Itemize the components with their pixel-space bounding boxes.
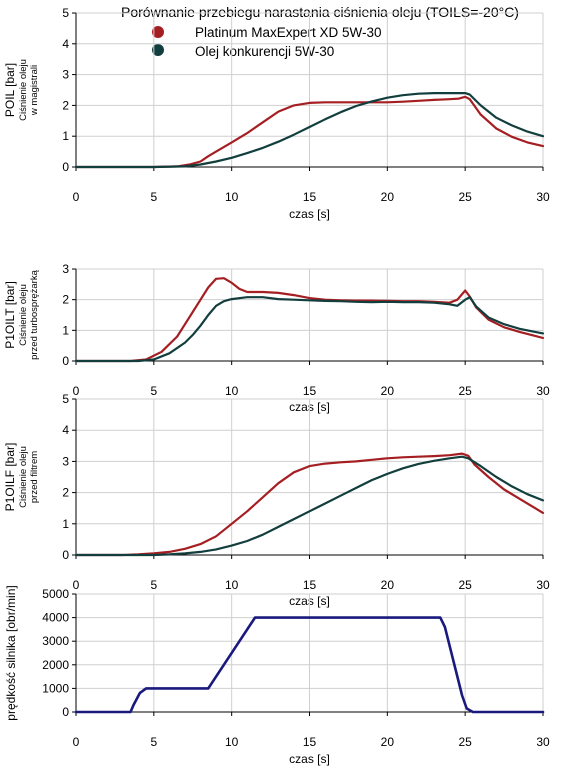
y-axis-sublabel: przed turbosprężarką: [29, 269, 40, 359]
x-tick-label: 20: [381, 578, 395, 592]
x-tick-label: 30: [536, 384, 550, 398]
x-tick-label: 30: [536, 578, 550, 592]
y-axis-label: POIL [bar]: [3, 63, 17, 117]
y-tick-label: 4000: [42, 611, 69, 625]
series-line-platinum: [74, 452, 545, 557]
y-tick-label: 3: [62, 262, 69, 276]
y-tick-label: 1: [62, 323, 69, 337]
y-axis-label: P1OILT [bar]: [3, 281, 17, 349]
x-tick-label: 15: [303, 735, 317, 749]
x-tick-label: 20: [381, 735, 395, 749]
x-tick-label: 25: [458, 384, 472, 398]
series-line-competitor: [74, 91, 545, 169]
y-tick-label: 2: [62, 98, 69, 112]
y-tick-label: 0: [62, 160, 69, 174]
y-tick-label: 2: [62, 293, 69, 307]
y-tick-label: 3000: [42, 634, 69, 648]
x-tick-label: 10: [225, 735, 239, 749]
y-axis-label: P1OILF [bar]: [3, 443, 17, 512]
x-tick-label: 5: [150, 578, 157, 592]
x-tick-label: 15: [303, 578, 317, 592]
x-tick-label: 25: [458, 578, 472, 592]
x-tick-label: 10: [225, 384, 239, 398]
y-axis-label: prędkość silnika [obr/min]: [4, 585, 18, 720]
y-tick-label: 0: [62, 705, 69, 719]
x-tick-label: 5: [150, 190, 157, 204]
y-tick-label: 3: [62, 68, 69, 82]
legend-marker-platinum: [152, 26, 164, 38]
y-axis-sublabel: przed filtrem: [29, 451, 40, 503]
y-tick-label: 5000: [42, 587, 69, 601]
chart-panel-poil: 0 1 2 3 4 5 0 5 10 15 20 25 30 czas [s] POIL [bar] Ciśn…: [3, 6, 550, 221]
y-tick-label: 1000: [42, 681, 69, 695]
y-tick-label: 4: [62, 37, 69, 51]
x-tick-label: 5: [150, 384, 157, 398]
legend-label-competitor: Olej konkurencji 5W-30: [195, 44, 334, 59]
y-axis-sublabel: Ciśnienie oleju: [18, 284, 29, 346]
y-tick-label: 1: [62, 129, 69, 143]
y-tick-label: 3: [62, 454, 69, 468]
x-tick-label: 30: [536, 735, 550, 749]
chart-title: Porównanie przebiegu narastania ciśnieni…: [121, 4, 519, 20]
y-tick-label: 2000: [42, 658, 69, 672]
x-axis-label: czas [s]: [289, 752, 330, 766]
x-tick-label: 20: [381, 384, 395, 398]
x-tick-label: 5: [150, 735, 157, 749]
y-tick-label: 2: [62, 486, 69, 500]
chart-panel-engine-speed: 0 1000 2000 3000 4000 5000 0 5 10 15 20 25 30 czas [s…: [4, 585, 550, 766]
series-line-competitor: [74, 455, 545, 557]
series-line-competitor: [74, 296, 545, 363]
legend: Platinum MaxExpert XD 5W-30 Olej konkure…: [152, 25, 382, 59]
y-tick-label: 0: [62, 548, 69, 562]
legend-label-platinum: Platinum MaxExpert XD 5W-30: [195, 25, 382, 40]
y-tick-label: 1: [62, 517, 69, 531]
x-tick-label: 0: [73, 190, 80, 204]
y-tick-label: 4: [62, 423, 69, 437]
x-tick-label: 15: [303, 190, 317, 204]
y-axis-sublabel: Ciśnienie oleju: [18, 446, 29, 508]
y-tick-label: 5: [62, 6, 69, 20]
y-tick-label: 0: [62, 354, 69, 368]
x-tick-label: 25: [458, 735, 472, 749]
x-tick-label: 20: [381, 190, 395, 204]
x-axis-label: czas [s]: [289, 207, 330, 221]
x-tick-label: 0: [73, 384, 80, 398]
x-tick-label: 15: [303, 384, 317, 398]
x-tick-label: 0: [73, 735, 80, 749]
y-axis-sublabel: w magistrali: [29, 65, 40, 116]
series-line-platinum: [74, 95, 545, 169]
legend-marker-competitor: [152, 44, 164, 56]
x-tick-label: 10: [225, 190, 239, 204]
x-tick-label: 0: [73, 578, 80, 592]
y-axis-sublabel: Ciśnienie oleju: [18, 59, 29, 121]
x-tick-label: 10: [225, 578, 239, 592]
x-tick-label: 30: [536, 190, 550, 204]
series-line-engine-speed: [74, 616, 545, 714]
y-tick-label: 5: [62, 392, 69, 406]
x-tick-label: 25: [458, 190, 472, 204]
